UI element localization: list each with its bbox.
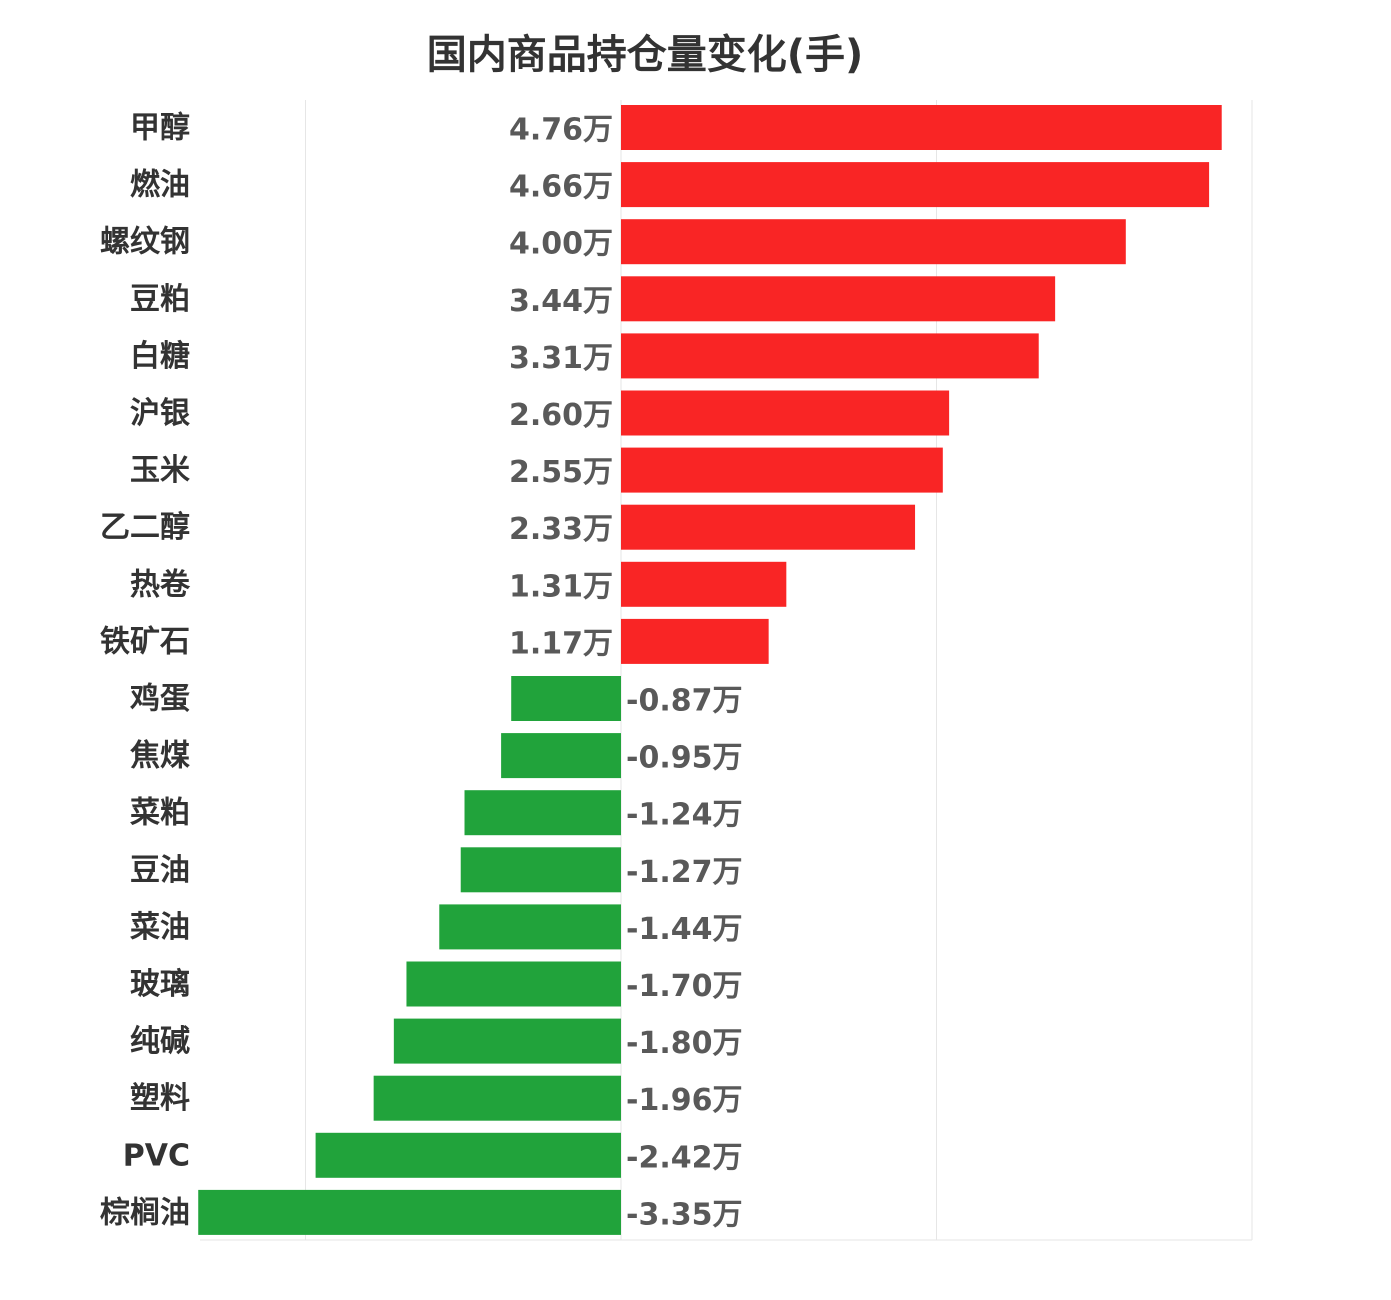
data-label: -1.44万 — [626, 912, 742, 947]
data-label: 2.55万 — [509, 455, 613, 490]
bar-layer — [198, 105, 1222, 1235]
category-label: 棕榈油 — [100, 1195, 190, 1230]
bar — [621, 105, 1222, 150]
category-label: 鸡蛋 — [130, 682, 190, 717]
chart-title: 国内商品持仓量变化(手) — [426, 32, 864, 78]
data-label: -1.24万 — [626, 798, 742, 833]
category-label: 沪银 — [130, 396, 190, 431]
grid-layer — [200, 100, 1253, 1241]
category-label: 豆粕 — [130, 282, 190, 317]
bar — [621, 219, 1126, 265]
data-label: 3.31万 — [509, 341, 613, 376]
category-label: 豆油 — [130, 853, 190, 888]
category-label: 白糖 — [130, 339, 190, 374]
category-label: 甲醇 — [130, 111, 190, 146]
bar — [511, 676, 621, 721]
data-label: 1.17万 — [509, 626, 613, 661]
data-label: -1.70万 — [626, 969, 742, 1004]
category-label: PVC — [123, 1138, 190, 1173]
bar — [198, 1189, 622, 1235]
bar — [621, 504, 916, 550]
category-label: 玉米 — [130, 453, 190, 488]
bar — [464, 790, 621, 836]
bar — [621, 162, 1210, 208]
bar — [621, 618, 769, 664]
bar — [315, 1132, 621, 1178]
bar — [501, 733, 621, 779]
category-label: 纯碱 — [130, 1024, 190, 1059]
category-label: 螺纹钢 — [100, 225, 190, 260]
category-label: 焦煤 — [130, 739, 190, 774]
data-label: -1.96万 — [626, 1083, 742, 1118]
data-label: 3.44万 — [509, 284, 613, 319]
category-label: 菜粕 — [130, 796, 190, 831]
category-label: 热卷 — [130, 567, 191, 602]
bar — [621, 447, 943, 493]
category-label: 塑料 — [130, 1081, 190, 1116]
category-label: 铁矿石 — [100, 624, 190, 659]
bar — [621, 333, 1039, 379]
category-label: 燃油 — [130, 168, 190, 203]
data-label: -2.42万 — [626, 1140, 742, 1175]
data-label: -0.87万 — [626, 684, 742, 719]
bar — [393, 1018, 621, 1064]
data-label: -1.80万 — [626, 1026, 742, 1061]
bar — [373, 1075, 621, 1121]
data-label: 4.66万 — [509, 170, 613, 205]
data-label: -3.35万 — [626, 1197, 742, 1232]
bar — [460, 847, 621, 893]
data-label: -1.27万 — [626, 855, 742, 890]
bar — [406, 961, 621, 1007]
category-label: 菜油 — [130, 910, 190, 945]
bar — [439, 904, 621, 950]
bar — [621, 276, 1056, 322]
data-label: 2.60万 — [509, 398, 613, 433]
category-label: 玻璃 — [130, 967, 190, 1002]
bar — [621, 390, 950, 436]
data-label: 4.76万 — [509, 113, 613, 148]
category-label: 乙二醇 — [100, 510, 190, 545]
data-label: 4.00万 — [509, 227, 613, 262]
data-label: 2.33万 — [509, 512, 613, 547]
data-label: -0.95万 — [626, 741, 742, 776]
data-label: 1.31万 — [509, 569, 613, 604]
bar — [621, 561, 787, 607]
